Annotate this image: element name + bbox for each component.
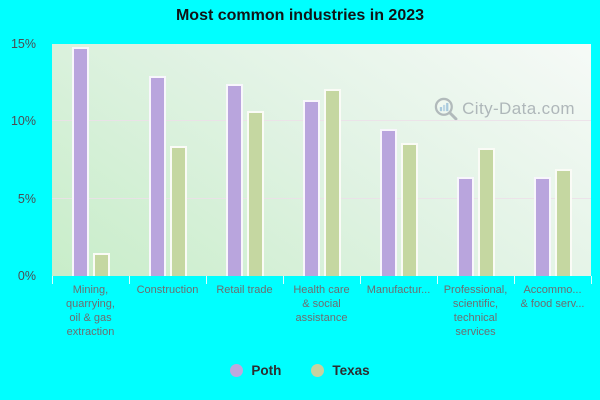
y-axis-labels: 0% 5% 10% 15%	[0, 37, 44, 283]
x-tick-label-4: Manufactur...	[366, 284, 431, 296]
category-cell-0	[52, 44, 129, 276]
y-tick-label-15: 15%	[10, 37, 36, 51]
legend-item-poth: Poth	[230, 363, 281, 378]
y-tick-label-0: 0%	[17, 269, 36, 283]
bar-texas-4	[400, 143, 418, 276]
bar-poth-0	[71, 47, 89, 276]
legend: Poth Texas	[0, 363, 600, 378]
x-axis-tick-7	[591, 276, 592, 284]
category-cell-2	[206, 44, 283, 276]
x-axis-tick-0	[52, 276, 53, 284]
bar-poth-6	[533, 177, 551, 276]
x-tick-label-1: Construction	[136, 284, 199, 296]
legend-item-texas: Texas	[311, 363, 370, 378]
bar-poth-3	[302, 100, 320, 276]
x-tick-label-6: Accommo... & food serv...	[520, 284, 585, 310]
magnifier-bar-chart-icon	[434, 97, 458, 121]
bar-texas-2	[246, 111, 264, 276]
category-cell-6	[514, 44, 591, 276]
x-tick-label-5: Professional, scientific, technical serv…	[443, 284, 508, 338]
bar-texas-0	[92, 253, 110, 276]
legend-label-texas: Texas	[332, 363, 370, 378]
x-tick-label-2: Retail trade	[216, 284, 273, 296]
x-axis-tick-2	[206, 276, 207, 284]
gridline-5	[52, 197, 591, 199]
bar-poth-1	[148, 76, 166, 276]
watermark[interactable]: City-Data.com	[433, 96, 575, 122]
category-cell-4	[360, 44, 437, 276]
bar-texas-6	[554, 169, 572, 276]
bar-poth-4	[379, 129, 397, 276]
x-axis-tick-1	[129, 276, 130, 284]
category-cell-1	[129, 44, 206, 276]
x-axis-labels: Mining, quarrying, oil & gas extraction C…	[52, 283, 591, 339]
x-axis-tick-4	[360, 276, 361, 284]
chart-title: Most common industries in 2023	[175, 7, 425, 24]
bar-texas-1	[169, 146, 187, 276]
watermark-text: City-Data.com	[462, 99, 575, 118]
x-tick-label-3: Health care & social assistance	[293, 284, 350, 324]
bar-poth-2	[225, 84, 243, 276]
x-tick-label-0: Mining, quarrying, oil & gas extraction	[66, 284, 115, 338]
legend-swatch-texas	[311, 364, 325, 377]
bar-texas-5	[477, 148, 495, 276]
legend-label-poth: Poth	[251, 363, 282, 378]
y-tick-label-10: 10%	[10, 114, 36, 128]
bar-texas-3	[323, 89, 341, 276]
x-axis-tick-6	[514, 276, 515, 284]
y-tick-label-5: 5%	[17, 192, 36, 206]
category-cell-3	[283, 44, 360, 276]
legend-swatch-poth	[230, 364, 244, 377]
bar-poth-5	[456, 177, 474, 276]
x-axis-tick-3	[283, 276, 284, 284]
gridline-10	[52, 120, 591, 122]
category-cell-5	[437, 44, 514, 276]
plot-area: City-Data.com	[52, 44, 591, 276]
x-axis-tick-5	[437, 276, 438, 284]
